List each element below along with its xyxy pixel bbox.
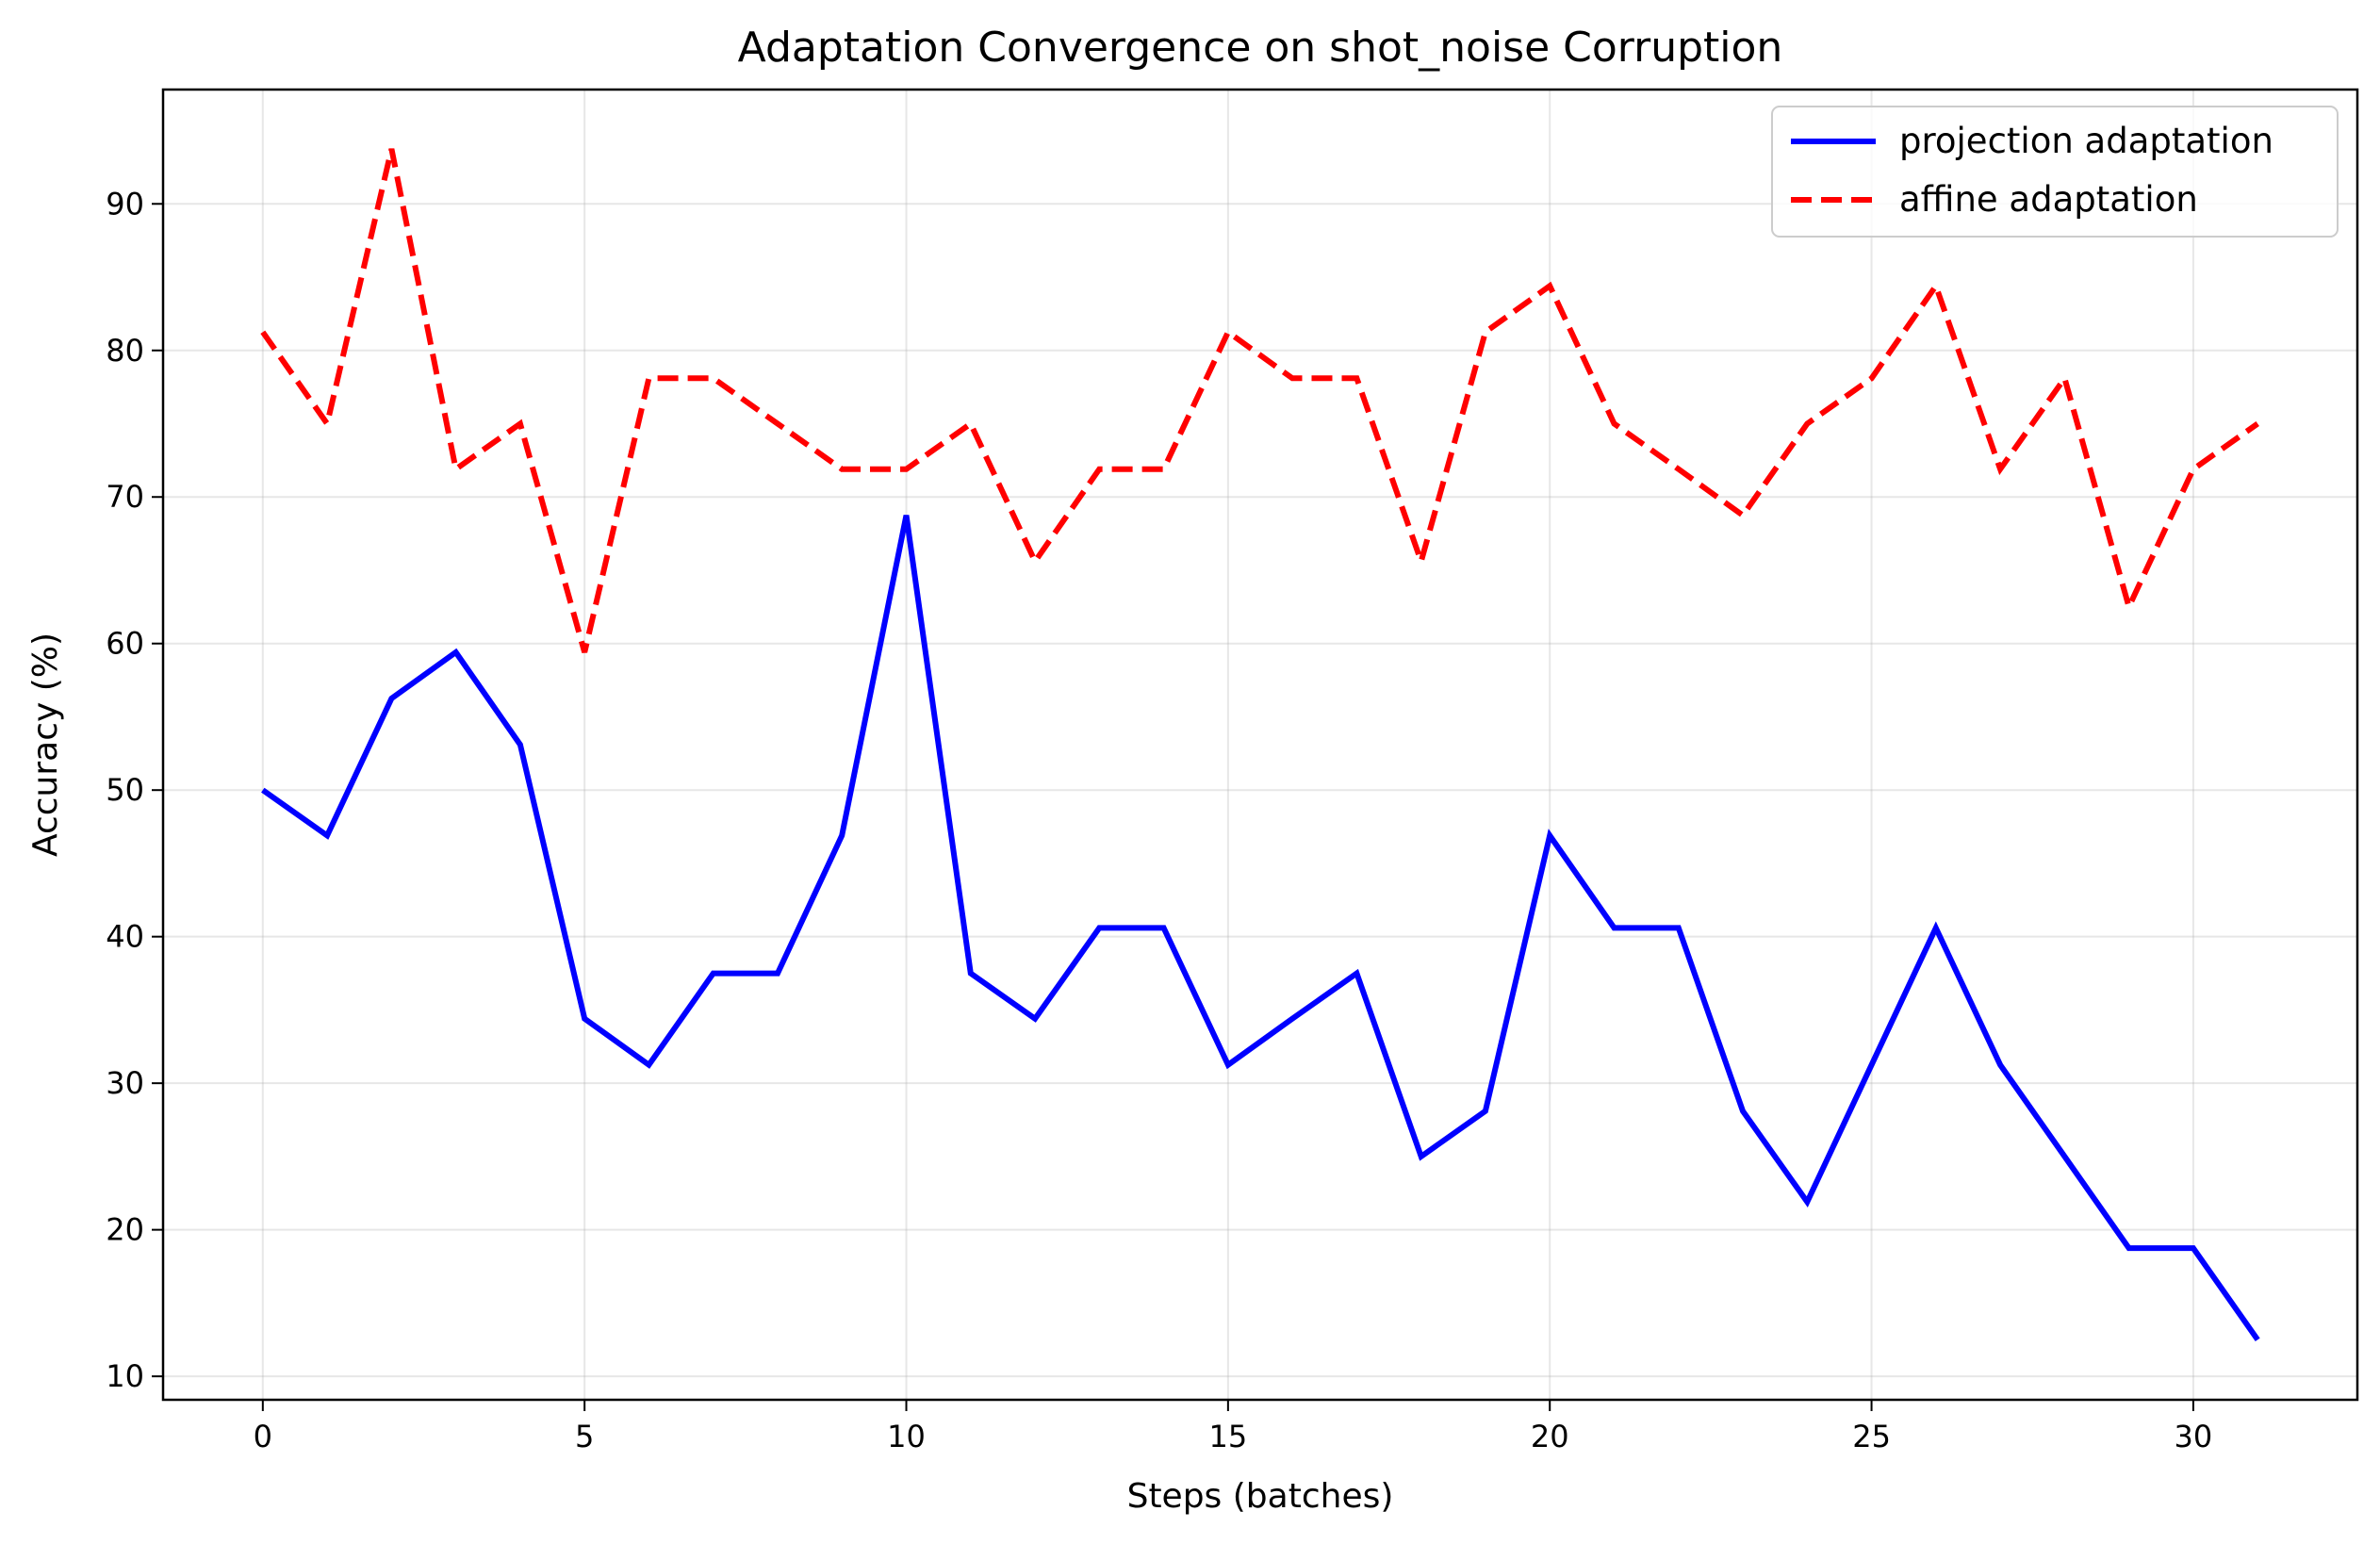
x-axis-ticks: 0 5 10 15 20 25 30 xyxy=(254,1400,2213,1454)
y-tick-label: 90 xyxy=(106,186,144,222)
x-axis-label: Steps (batches) xyxy=(1127,1477,1394,1516)
series-line-projection xyxy=(261,515,2260,1342)
x-tick-label: 10 xyxy=(887,1419,926,1454)
y-tick-label: 20 xyxy=(106,1212,144,1248)
y-tick-label: 50 xyxy=(106,772,144,808)
x-tick-label: 20 xyxy=(1531,1419,1569,1454)
x-tick-label: 15 xyxy=(1209,1419,1248,1454)
chart-title: Adaptation Convergence on shot_noise Cor… xyxy=(738,24,1783,72)
y-tick-label: 60 xyxy=(106,626,144,662)
x-tick-label: 30 xyxy=(2175,1419,2213,1454)
legend-label-projection: projection adaptation xyxy=(1899,121,2273,161)
y-tick-label: 40 xyxy=(106,919,144,955)
legend-frame xyxy=(1771,106,2339,238)
x-tick-label: 0 xyxy=(254,1419,272,1454)
series-line-affine xyxy=(260,148,2259,653)
y-axis-label: Accuracy (%) xyxy=(26,632,65,857)
legend-label-affine: affine adaptation xyxy=(1899,179,2198,220)
x-tick-label: 25 xyxy=(1852,1419,1891,1454)
x-tick-label: 5 xyxy=(575,1419,594,1454)
plot-area-frame xyxy=(161,88,2359,1402)
grid xyxy=(163,90,2357,1400)
y-tick-label: 10 xyxy=(106,1358,144,1394)
y-axis-ticks: 10 20 30 40 50 60 70 80 90 xyxy=(106,186,163,1394)
y-tick-label: 30 xyxy=(106,1065,144,1101)
legend: projection adaptation affine adaptation xyxy=(1771,106,2339,238)
y-tick-label: 80 xyxy=(106,333,144,369)
series-layer xyxy=(260,148,2260,1342)
y-tick-label: 70 xyxy=(106,479,144,515)
